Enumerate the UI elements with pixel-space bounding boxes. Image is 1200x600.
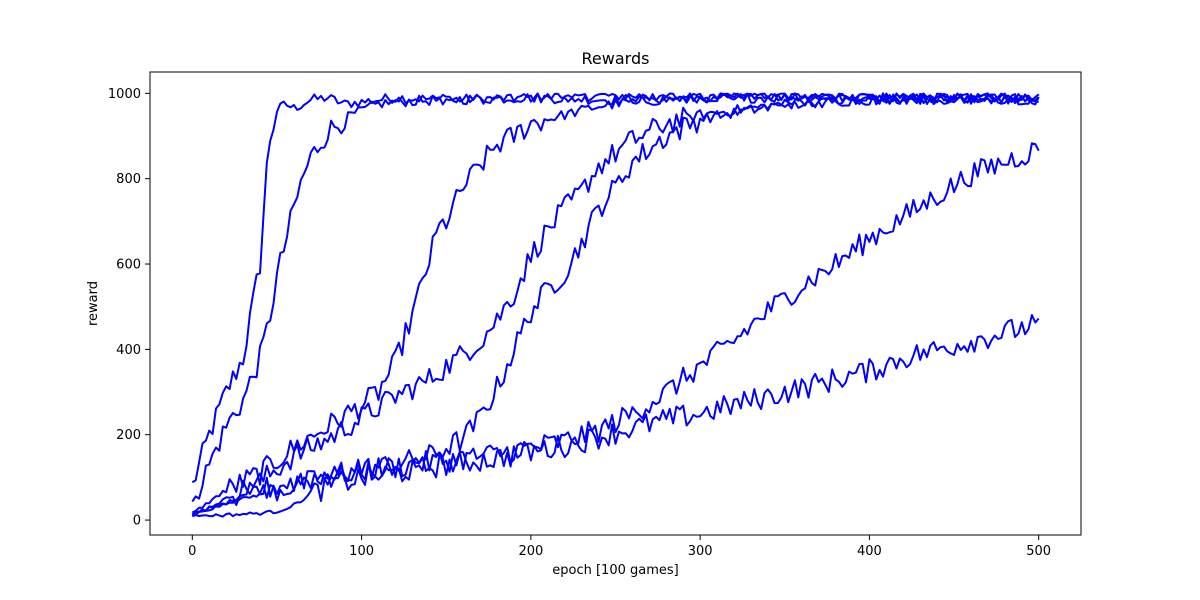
y-tick-label: 800 (116, 172, 141, 187)
series-line-3 (191, 92, 1040, 514)
y-tick-label: 200 (116, 428, 141, 443)
y-axis-ticks: 0 200 400 600 800 1000 (108, 87, 150, 529)
plot-frame (149, 71, 1082, 536)
series-line-7 (191, 314, 1040, 518)
x-tick-label: 200 (518, 544, 543, 559)
series-line-5 (191, 92, 1040, 516)
x-axis-ticks: 0 100 200 300 400 500 (188, 535, 1051, 559)
series-line-1 (191, 92, 1040, 484)
y-axis-label: reward (86, 281, 101, 326)
x-tick-label: 100 (349, 544, 374, 559)
series-line-4 (192, 92, 1039, 516)
chart-title: Rewards (582, 49, 650, 68)
series-line-6 (192, 142, 1040, 516)
x-tick-label: 300 (688, 544, 713, 559)
x-axis-label: epoch [100 games] (552, 563, 678, 578)
y-tick-label: 1000 (108, 87, 141, 102)
plot-lines (191, 92, 1040, 518)
x-tick-label: 0 (188, 544, 196, 559)
y-tick-label: 600 (116, 258, 141, 273)
y-tick-label: 400 (116, 343, 141, 358)
x-tick-label: 400 (857, 544, 882, 559)
y-tick-label: 0 (133, 514, 141, 529)
x-tick-label: 500 (1026, 544, 1051, 559)
